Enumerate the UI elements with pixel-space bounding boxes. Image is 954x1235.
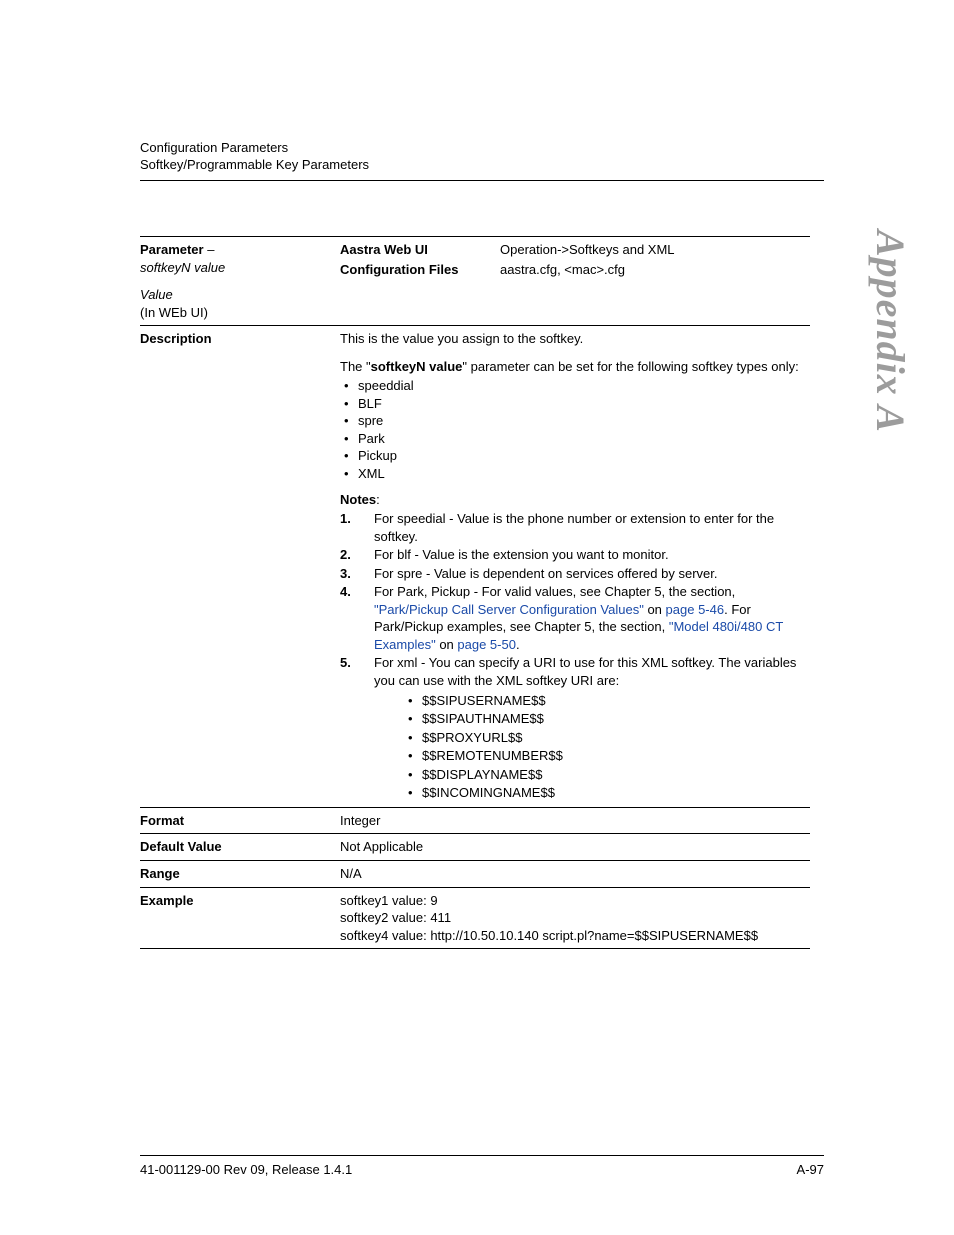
footer-doc-id: 41-001129-00 Rev 09, Release 1.4.1 xyxy=(140,1162,352,1177)
header-category: Configuration Parameters xyxy=(140,140,824,155)
list-item: speeddial xyxy=(340,377,804,395)
list-item: $$DISPLAYNAME$$ xyxy=(374,766,804,784)
note-4-link4[interactable]: page 5-50 xyxy=(457,637,516,652)
page-header: Configuration Parameters Softkey/Program… xyxy=(140,140,824,181)
example-line-2: softkey2 value: 411 xyxy=(340,909,804,927)
default-label: Default Value xyxy=(140,834,340,861)
note-4-b: on xyxy=(644,602,666,617)
list-item: BLF xyxy=(340,395,804,413)
note-4-a: For Park, Pickup - For valid values, see… xyxy=(374,584,735,599)
note-3-text: For spre - Value is dependent on service… xyxy=(374,566,717,581)
list-item: $$REMOTENUMBER$$ xyxy=(374,747,804,765)
cfg-value: aastra.cfg, <mac>.cfg xyxy=(500,261,804,279)
xml-vars-list: $$SIPUSERNAME$$ $$SIPAUTHNAME$$ $$PROXYU… xyxy=(374,692,804,802)
example-label: Example xyxy=(140,887,340,949)
softkey-types-list: speeddial BLF spre Park Pickup XML xyxy=(340,377,804,482)
note-5-text: For xml - You can specify a URI to use f… xyxy=(374,655,796,688)
default-value: Not Applicable xyxy=(340,834,810,861)
list-item: spre xyxy=(340,412,804,430)
note-1-text: For speedial - Value is the phone number… xyxy=(374,511,774,544)
page-footer: 41-001129-00 Rev 09, Release 1.4.1 A-97 xyxy=(140,1155,824,1177)
header-subcategory: Softkey/Programmable Key Parameters xyxy=(140,157,824,172)
note-item: 5.For xml - You can specify a URI to use… xyxy=(340,654,804,801)
list-item: Pickup xyxy=(340,447,804,465)
format-value: Integer xyxy=(340,807,810,834)
example-value: softkey1 value: 9 softkey2 value: 411 so… xyxy=(340,887,810,949)
description-content: This is the value you assign to the soft… xyxy=(340,326,810,808)
parameter-dash: – xyxy=(204,242,215,257)
header-rule xyxy=(140,180,824,181)
parameter-label: Parameter xyxy=(140,242,204,257)
example-line-3: softkey4 value: http://10.50.10.140 scri… xyxy=(340,927,804,945)
page: Configuration Parameters Softkey/Program… xyxy=(0,0,954,1235)
footer-page-number: A-97 xyxy=(797,1162,824,1177)
note-2-text: For blf - Value is the extension you wan… xyxy=(374,547,669,562)
note-4-link1[interactable]: "Park/Pickup Call Server Configuration V… xyxy=(374,602,644,617)
webui-value: Operation->Softkeys and XML xyxy=(500,241,804,259)
notes-label: Notes xyxy=(340,492,376,507)
value-sublabel: (In WEb UI) xyxy=(140,305,208,320)
parameter-name: softkeyN value xyxy=(140,260,225,275)
list-item: Park xyxy=(340,430,804,448)
desc-para-pre: The " xyxy=(340,359,371,374)
description-label: Description xyxy=(140,326,340,808)
example-line-1: softkey1 value: 9 xyxy=(340,892,804,910)
note-4-link2[interactable]: page 5-46 xyxy=(666,602,725,617)
note-item: 3.For spre - Value is dependent on servi… xyxy=(340,565,804,583)
appendix-side-tab: Appendix A xyxy=(867,230,914,433)
desc-para-bold: softkeyN value xyxy=(371,359,463,374)
footer-rule xyxy=(140,1155,824,1156)
note-item: 1.For speedial - Value is the phone numb… xyxy=(340,510,804,545)
parameter-table: Parameter – softkeyN value Value (In WEb… xyxy=(140,236,810,957)
list-item: $$SIPUSERNAME$$ xyxy=(374,692,804,710)
note-4-d: on xyxy=(436,637,458,652)
cfg-label: Configuration Files xyxy=(340,261,500,279)
description-paragraph: The "softkeyN value" parameter can be se… xyxy=(340,358,804,376)
range-label: Range xyxy=(140,860,340,887)
notes-list: 1.For speedial - Value is the phone numb… xyxy=(340,510,804,802)
list-item: $$SIPAUTHNAME$$ xyxy=(374,710,804,728)
value-label: Value xyxy=(140,287,173,302)
desc-para-post: " parameter can be set for the following… xyxy=(462,359,798,374)
note-item: 2.For blf - Value is the extension you w… xyxy=(340,546,804,564)
list-item: $$PROXYURL$$ xyxy=(374,729,804,747)
description-intro: This is the value you assign to the soft… xyxy=(340,330,804,348)
list-item: XML xyxy=(340,465,804,483)
list-item: $$INCOMINGNAME$$ xyxy=(374,784,804,802)
webui-label: Aastra Web UI xyxy=(340,241,500,259)
range-value: N/A xyxy=(340,860,810,887)
format-label: Format xyxy=(140,807,340,834)
note-4-e: . xyxy=(516,637,520,652)
note-item: 4. For Park, Pickup - For valid values, … xyxy=(340,583,804,653)
